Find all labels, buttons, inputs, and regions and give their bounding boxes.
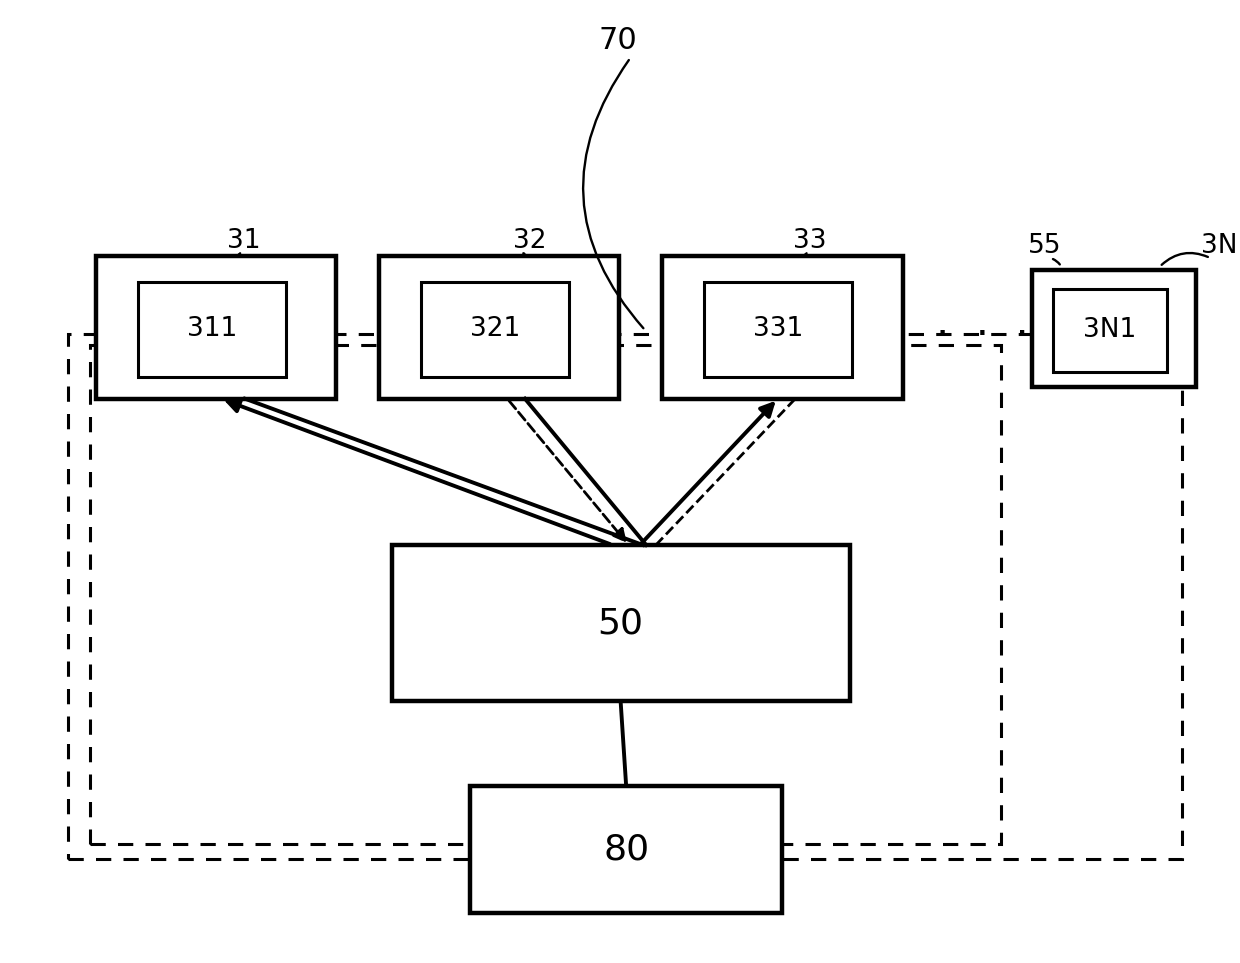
Bar [1053, 289, 1167, 372]
Text: 32: 32 [512, 228, 547, 253]
Text: 3N: 3N [1200, 233, 1238, 258]
Text: ·  ·  ·: · · · [936, 314, 1029, 356]
Bar [662, 256, 903, 399]
Text: 33: 33 [794, 228, 827, 253]
Bar [379, 256, 619, 399]
Bar [422, 282, 569, 377]
Bar [95, 256, 336, 399]
FancyArrowPatch shape [583, 60, 644, 328]
Bar [1032, 270, 1195, 387]
FancyArrowPatch shape [1053, 259, 1060, 265]
Text: 80: 80 [603, 832, 650, 867]
FancyArrowPatch shape [1162, 253, 1208, 265]
Text: 70: 70 [599, 26, 637, 55]
Text: 50: 50 [598, 606, 644, 640]
Text: 3N1: 3N1 [1084, 318, 1137, 343]
Text: 311: 311 [187, 317, 237, 342]
Text: 55: 55 [1028, 233, 1061, 258]
Text: 331: 331 [753, 317, 804, 342]
Bar [470, 786, 782, 913]
Text: 31: 31 [227, 228, 260, 253]
Bar [68, 334, 1182, 859]
Bar [89, 345, 1001, 844]
Bar [704, 282, 852, 377]
Bar [138, 282, 285, 377]
Bar [392, 545, 849, 701]
Text: 321: 321 [470, 317, 520, 342]
